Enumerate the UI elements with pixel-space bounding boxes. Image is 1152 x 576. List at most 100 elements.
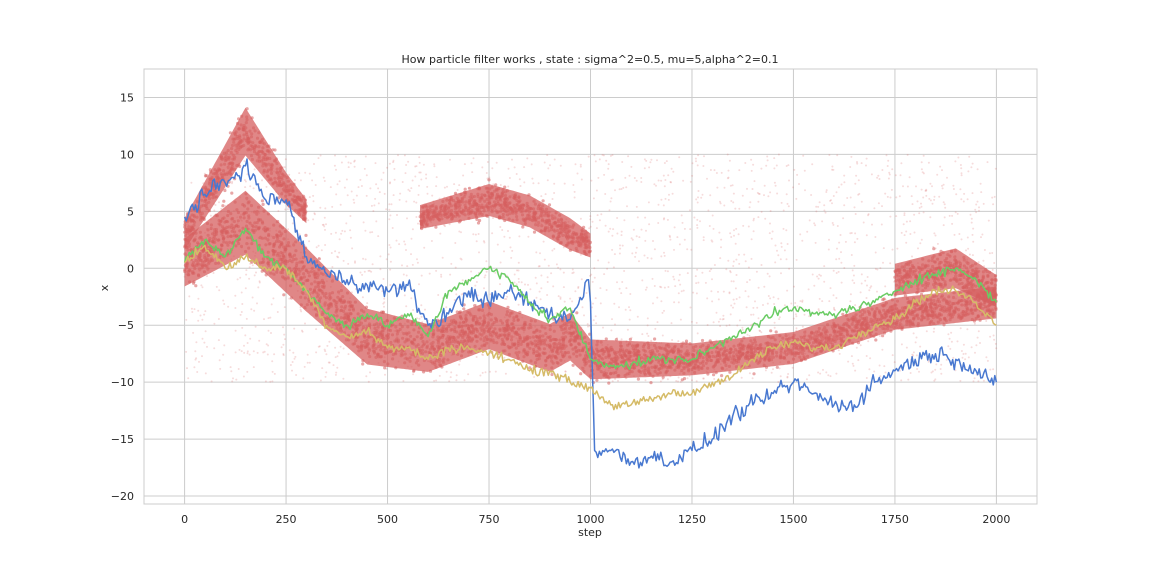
- particle: [411, 263, 414, 266]
- particle: [835, 191, 838, 194]
- particle: [974, 351, 976, 354]
- particle: [324, 350, 327, 353]
- particle: [379, 255, 382, 258]
- particle: [825, 189, 828, 192]
- particle: [440, 275, 443, 278]
- particle: [756, 306, 759, 309]
- particle: [928, 197, 931, 200]
- particle: [987, 219, 990, 222]
- particle: [711, 240, 714, 243]
- particle: [292, 351, 295, 354]
- particle: [742, 224, 745, 227]
- particle: [915, 185, 917, 188]
- particle: [796, 173, 799, 176]
- particle: [883, 365, 886, 368]
- particle: [607, 163, 610, 166]
- particle: [732, 201, 735, 204]
- particle: [884, 285, 887, 288]
- particle: [929, 199, 932, 202]
- particle: [194, 358, 197, 361]
- particle: [388, 162, 391, 165]
- particle: [960, 167, 963, 170]
- particle: [805, 378, 808, 381]
- particle: [795, 327, 798, 330]
- particle-cloud: [183, 107, 998, 385]
- particle: [702, 377, 705, 380]
- particle: [690, 248, 693, 251]
- particle: [513, 166, 516, 169]
- particle: [971, 254, 974, 257]
- particle: [652, 240, 654, 242]
- particle: [649, 161, 652, 164]
- particle: [682, 377, 687, 381]
- particle: [925, 189, 928, 192]
- particle: [577, 287, 580, 289]
- particle: [868, 368, 871, 371]
- particle: [933, 379, 936, 382]
- particle: [692, 291, 695, 294]
- particle: [347, 161, 350, 164]
- particle: [900, 379, 903, 382]
- particle: [931, 202, 934, 205]
- particle: [511, 158, 513, 161]
- particle: [995, 347, 998, 350]
- particle: [849, 293, 852, 296]
- particle: [417, 193, 420, 196]
- particle: [763, 194, 765, 197]
- particle: [719, 325, 722, 327]
- particle: [523, 181, 526, 184]
- particle: [379, 268, 382, 271]
- particle: [346, 194, 349, 197]
- particle: [774, 244, 777, 247]
- particle: [931, 370, 934, 373]
- particle: [440, 273, 443, 276]
- particle: [827, 248, 830, 251]
- particle: [877, 174, 880, 177]
- particle: [630, 165, 633, 168]
- chart-title: How particle filter works , state : sigm…: [402, 53, 779, 66]
- particle: [922, 172, 925, 175]
- particle: [364, 229, 367, 232]
- particle: [342, 259, 345, 262]
- particle: [355, 194, 358, 197]
- particle: [886, 165, 889, 167]
- particle: [695, 380, 698, 383]
- particle: [304, 233, 308, 237]
- particle: [426, 185, 429, 188]
- particle: [888, 173, 891, 176]
- particle: [953, 233, 956, 236]
- particle: [633, 177, 636, 179]
- particle: [760, 264, 763, 266]
- particle: [713, 264, 716, 266]
- particle: [925, 330, 928, 333]
- particle: [349, 236, 352, 239]
- particle: [660, 198, 663, 201]
- particle: [559, 268, 562, 271]
- particle: [748, 334, 751, 337]
- particle: [580, 278, 583, 281]
- particle: [378, 191, 381, 194]
- particle: [695, 292, 698, 295]
- particle: [746, 333, 749, 336]
- particle: [266, 353, 269, 356]
- particle: [317, 157, 320, 160]
- particle: [974, 208, 977, 211]
- particle: [646, 332, 649, 335]
- particle: [418, 171, 421, 174]
- particle: [773, 167, 776, 170]
- particle: [299, 308, 302, 311]
- particle: [609, 200, 612, 203]
- particle: [978, 209, 980, 212]
- particle: [921, 171, 924, 174]
- particle: [903, 212, 906, 215]
- particle: [399, 192, 402, 195]
- particle: [852, 364, 855, 367]
- particle: [973, 322, 976, 325]
- particle: [815, 210, 818, 213]
- particle: [444, 225, 446, 228]
- particle: [419, 171, 422, 174]
- particle: [607, 230, 610, 233]
- particle: [846, 197, 849, 199]
- particle: [331, 205, 334, 208]
- particle: [579, 372, 583, 376]
